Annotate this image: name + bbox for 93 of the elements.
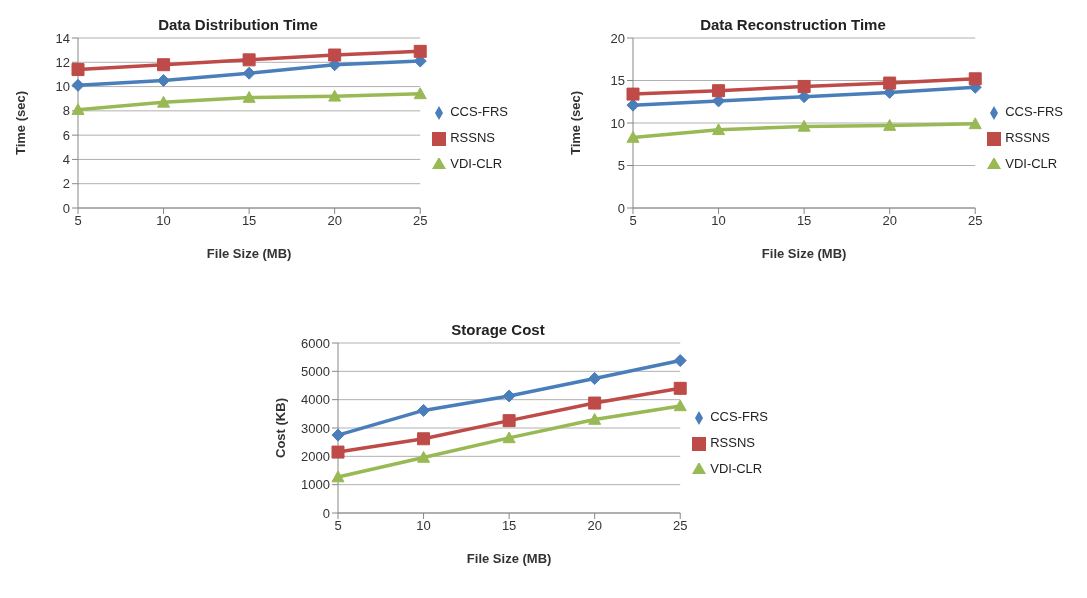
point	[883, 76, 897, 90]
point	[712, 94, 726, 108]
legend-label: VDI-CLR	[450, 156, 503, 171]
point	[502, 431, 516, 444]
y-tick-label: 6000	[301, 335, 330, 351]
legend-label: CCS-FRS	[1005, 104, 1063, 119]
legend-label: RSSNS	[1005, 130, 1051, 145]
x-tick-label: 5	[629, 213, 637, 229]
x-tick-label: 15	[241, 213, 257, 229]
chart-title: Data Reconstruction Time	[700, 16, 886, 33]
point	[331, 445, 345, 459]
y-axis-title: Time (sec)	[12, 90, 28, 156]
point	[328, 48, 342, 62]
y-tick-label: 2	[62, 176, 70, 192]
point	[588, 396, 602, 410]
y-tick-label: 0	[62, 200, 70, 216]
x-tick-label: 10	[156, 213, 171, 229]
y-tick-label: 5000	[301, 363, 330, 379]
legend-label: VDI-CLR	[710, 461, 763, 476]
x-axis-title: File Size (MB)	[466, 551, 552, 566]
y-tick-label: 6	[62, 127, 70, 143]
point	[157, 95, 171, 108]
y-axis-title: Cost (KB)	[272, 398, 288, 458]
y-tick-label: 0	[322, 505, 330, 521]
point	[242, 91, 256, 103]
legend-label: RSSNS	[450, 130, 496, 145]
point	[417, 450, 431, 463]
y-tick-label: 4	[62, 152, 70, 168]
y-tick-label: 20	[610, 30, 625, 46]
legend-label: CCS-FRS	[450, 104, 508, 119]
chart-title: Storage Cost	[451, 321, 545, 338]
point	[242, 53, 256, 67]
point	[626, 130, 640, 143]
point	[331, 428, 345, 442]
point	[673, 399, 687, 412]
y-tick-label: 3000	[301, 420, 330, 436]
chart-title: Data Distribution Time	[158, 16, 318, 33]
point	[626, 87, 640, 101]
x-tick-label: 20	[882, 213, 897, 229]
point	[157, 74, 171, 87]
x-tick-label: 10	[711, 213, 726, 229]
point	[331, 470, 345, 483]
point	[673, 381, 687, 395]
point	[968, 117, 982, 130]
point	[673, 354, 687, 368]
point	[413, 44, 427, 58]
y-axis-title: Time (sec)	[567, 90, 583, 156]
x-tick-label: 20	[587, 518, 602, 534]
y-tick-label: 0	[617, 200, 625, 216]
point	[883, 119, 897, 131]
point	[797, 119, 811, 132]
y-tick-label: 2000	[301, 448, 330, 464]
point	[712, 84, 726, 98]
point	[71, 78, 85, 92]
y-tick-label: 14	[55, 30, 70, 46]
y-tick-label: 8	[62, 103, 70, 119]
point	[71, 63, 85, 77]
point	[502, 389, 516, 403]
point	[417, 403, 431, 417]
legend-label: VDI-CLR	[1005, 156, 1058, 171]
legend-label: RSSNS	[710, 435, 756, 450]
x-tick-label: 20	[327, 213, 342, 229]
y-tick-label: 4000	[301, 392, 330, 408]
x-tick-label: 5	[334, 518, 342, 534]
y-tick-label: 15	[610, 73, 625, 89]
point	[712, 123, 726, 136]
point	[588, 371, 602, 385]
x-tick-label: 25	[967, 213, 983, 229]
x-axis-title: File Size (MB)	[761, 246, 847, 261]
x-tick-label: 15	[796, 213, 812, 229]
legend-label: CCS-FRS	[710, 409, 768, 424]
point	[968, 72, 982, 86]
point	[588, 413, 602, 425]
point	[626, 98, 640, 112]
x-tick-label: 25	[672, 518, 688, 534]
y-tick-label: 1000	[301, 477, 330, 493]
x-tick-label: 10	[416, 518, 431, 534]
point	[328, 89, 342, 102]
x-axis-title: File Size (MB)	[206, 246, 292, 261]
x-tick-label: 5	[74, 213, 82, 229]
point	[413, 87, 427, 100]
y-tick-label: 12	[55, 54, 70, 70]
point	[71, 103, 85, 115]
y-tick-label: 10	[610, 115, 625, 131]
point	[157, 58, 171, 72]
y-tick-label: 5	[617, 158, 625, 174]
x-tick-label: 25	[412, 213, 428, 229]
x-tick-label: 15	[501, 518, 517, 534]
point	[242, 66, 256, 80]
point	[797, 79, 811, 93]
point	[417, 432, 431, 446]
point	[502, 414, 516, 428]
y-tick-label: 10	[55, 79, 70, 95]
